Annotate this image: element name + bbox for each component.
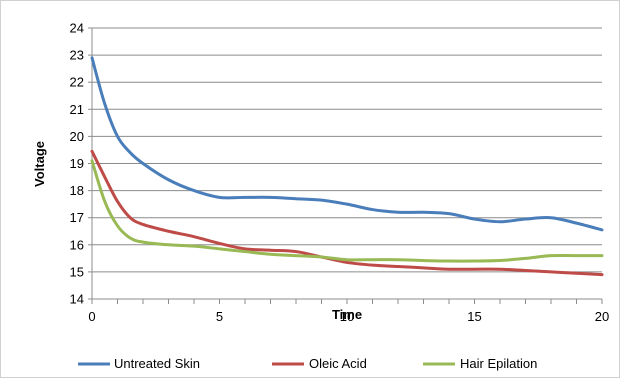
x-tick-label: 20: [595, 309, 609, 324]
series-line-hair-epilation: [90, 159, 604, 263]
legend: Untreated Skin Oleic Acid Hair Epilation: [78, 356, 537, 371]
y-tick-label: 14: [70, 292, 84, 307]
series-lines: [90, 56, 604, 277]
y-tick-label: 19: [70, 156, 84, 171]
legend-label: Hair Epilation: [460, 356, 537, 371]
legend-item-oleic-acid: Oleic Acid: [272, 356, 367, 371]
y-tick-label: 15: [70, 264, 84, 279]
y-axis-title: Voltage: [32, 141, 47, 187]
y-tick-label: 17: [70, 210, 84, 225]
x-tick-label: 5: [216, 309, 223, 324]
y-tick-label: 20: [70, 129, 84, 144]
x-axis-title: Time: [332, 307, 362, 322]
y-tick-label: 18: [70, 183, 84, 198]
y-tick-labels: 14 15 16 17 18 19 20 21 22 23 24: [70, 21, 84, 307]
legend-label: Untreated Skin: [114, 356, 200, 371]
y-tick-label: 22: [70, 75, 84, 90]
y-tick-label: 23: [70, 48, 84, 63]
x-tick-label: 0: [88, 309, 95, 324]
legend-item-hair-epilation: Hair Epilation: [423, 356, 537, 371]
legend-item-untreated-skin: Untreated Skin: [78, 356, 200, 371]
x-tick-label: 15: [467, 309, 481, 324]
y-tick-label: 21: [70, 102, 84, 117]
y-tick-label: 24: [70, 21, 84, 36]
series-line-untreated-skin: [90, 56, 604, 232]
series-line-oleic-acid: [90, 149, 604, 277]
y-tick-label: 16: [70, 237, 84, 252]
legend-label: Oleic Acid: [309, 356, 367, 371]
x-tick-labels: 0 5 10 15 20: [88, 309, 609, 324]
x-tick-label: 10: [340, 309, 354, 324]
